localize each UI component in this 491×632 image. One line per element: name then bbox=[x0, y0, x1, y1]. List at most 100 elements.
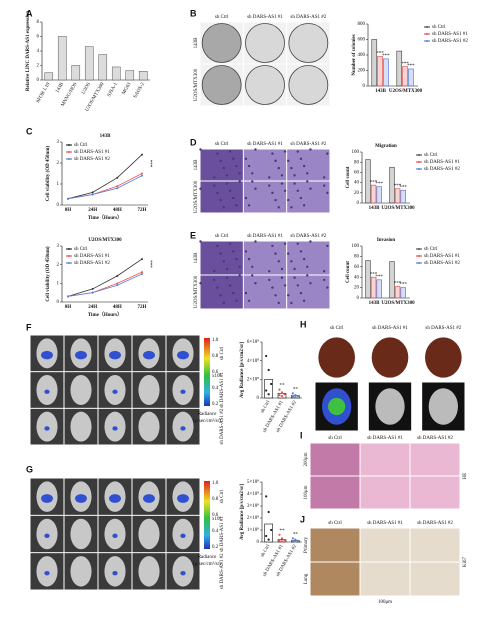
legend-label: sh DARS-AS1 #1 bbox=[424, 160, 460, 165]
cell-dot bbox=[244, 157, 248, 160]
cell-dot bbox=[254, 187, 257, 190]
cell-dot bbox=[277, 260, 280, 263]
y-tick-label: 3×10⁸ bbox=[247, 503, 259, 509]
colorbar-unit: x10⁸ bbox=[212, 516, 222, 522]
bar bbox=[125, 70, 135, 81]
y-axis-label: Cell viability (OD 450nm) bbox=[46, 146, 51, 201]
marker bbox=[116, 176, 119, 179]
cell-dot bbox=[280, 182, 284, 185]
cell-dot bbox=[235, 299, 238, 302]
x-tick-label: U2OS/MTX300 bbox=[389, 89, 423, 94]
data-point bbox=[265, 354, 268, 358]
cell-dot bbox=[238, 265, 241, 268]
bar bbox=[44, 72, 54, 81]
cell-dot bbox=[302, 257, 306, 261]
mouse bbox=[70, 518, 92, 550]
cell-dot bbox=[232, 250, 235, 253]
column-header: sh DARS-AS1 #2 bbox=[417, 436, 453, 441]
legend-label: sh DARS-AS1 #2 bbox=[424, 167, 460, 172]
cell-dot bbox=[271, 191, 274, 195]
row-label: sh Ctrl bbox=[220, 489, 225, 503]
marker bbox=[91, 193, 94, 196]
mean-bar bbox=[264, 523, 273, 543]
marker bbox=[141, 174, 143, 177]
cell-dot bbox=[244, 250, 248, 253]
colorbar bbox=[204, 481, 210, 549]
y-tick-label: 2 bbox=[57, 161, 60, 166]
cell-dot bbox=[222, 260, 225, 263]
column-header: sh DARS-AS1 #2 bbox=[290, 15, 326, 20]
y-tick-label: 1 bbox=[57, 281, 60, 286]
signal bbox=[112, 533, 118, 538]
cell-dot bbox=[302, 204, 306, 207]
x-tick-label: 48H bbox=[113, 208, 122, 213]
x-tick-label: 0H bbox=[65, 208, 72, 213]
cell-dot bbox=[216, 244, 219, 248]
significance: *** bbox=[399, 185, 407, 190]
bar bbox=[371, 39, 378, 87]
stain-label: Ki67 bbox=[463, 557, 468, 568]
cell-dot bbox=[309, 282, 312, 285]
cell-dot bbox=[306, 274, 309, 277]
y-tick-label: 20 bbox=[354, 286, 360, 291]
colorbar-tick: 0.2 bbox=[212, 545, 219, 550]
cell-dot bbox=[232, 291, 235, 295]
signal bbox=[112, 426, 118, 431]
signal bbox=[112, 389, 118, 394]
marker bbox=[141, 273, 143, 275]
cell-dot bbox=[290, 260, 293, 263]
cell-dot bbox=[296, 242, 299, 245]
marker bbox=[91, 287, 94, 290]
marker bbox=[116, 274, 119, 277]
marker bbox=[91, 291, 94, 294]
cell-dot bbox=[213, 184, 216, 187]
signal bbox=[75, 350, 87, 360]
row-label: U2OS/MTX300 bbox=[194, 68, 199, 101]
cell-dot bbox=[251, 180, 254, 183]
mouse bbox=[138, 556, 160, 587]
image-cell bbox=[310, 476, 360, 509]
bar bbox=[370, 276, 377, 299]
marker bbox=[67, 295, 69, 298]
bar bbox=[84, 46, 94, 81]
mouse bbox=[138, 518, 160, 550]
column-header: sh Ctrl bbox=[215, 142, 229, 147]
colorbar-sublabel: (p/sec/cm²/sr) bbox=[193, 418, 221, 424]
cell-dot bbox=[283, 189, 287, 192]
cell-dot bbox=[235, 164, 238, 168]
cell-dot bbox=[287, 198, 290, 202]
signal bbox=[143, 350, 155, 360]
colorbar-tick: 0.8 bbox=[212, 497, 219, 502]
significance: ** bbox=[280, 384, 286, 389]
colorbar-tick: 1.0 bbox=[212, 338, 219, 343]
cell-dot bbox=[235, 204, 238, 207]
column-header: sh Ctrl bbox=[328, 521, 342, 526]
data-point bbox=[265, 495, 268, 498]
y-tick-label: 0 bbox=[37, 78, 40, 83]
x-tick-label: 143B bbox=[375, 89, 387, 94]
data-point bbox=[267, 538, 270, 541]
marker bbox=[67, 197, 69, 200]
significance: *** bbox=[382, 54, 390, 59]
legend-label: sh Ctrl bbox=[74, 247, 88, 252]
bar bbox=[400, 287, 406, 299]
bar bbox=[365, 260, 371, 299]
legend-marker bbox=[418, 161, 420, 163]
bar bbox=[376, 279, 382, 299]
y-tick-label: 4×10⁸ bbox=[247, 491, 259, 497]
signal bbox=[109, 350, 121, 360]
image-cell bbox=[310, 528, 360, 562]
y-axis-label: Cell viability (OD 450nm) bbox=[46, 246, 51, 301]
cell-dot bbox=[323, 278, 326, 282]
well bbox=[245, 23, 285, 63]
bar bbox=[400, 189, 406, 204]
panel-letter: F bbox=[26, 322, 32, 332]
cell-dot bbox=[268, 270, 271, 273]
colorbar-tick: 0.6 bbox=[212, 513, 219, 518]
column-header: sh DARS-AS1 #2 bbox=[290, 142, 326, 147]
y-tick-label: 2×10⁸ bbox=[247, 515, 259, 521]
data-point bbox=[270, 528, 273, 532]
data-point bbox=[291, 392, 294, 395]
legend-label: sh DARS-AS1 #2 bbox=[74, 157, 110, 162]
marker bbox=[141, 258, 143, 261]
